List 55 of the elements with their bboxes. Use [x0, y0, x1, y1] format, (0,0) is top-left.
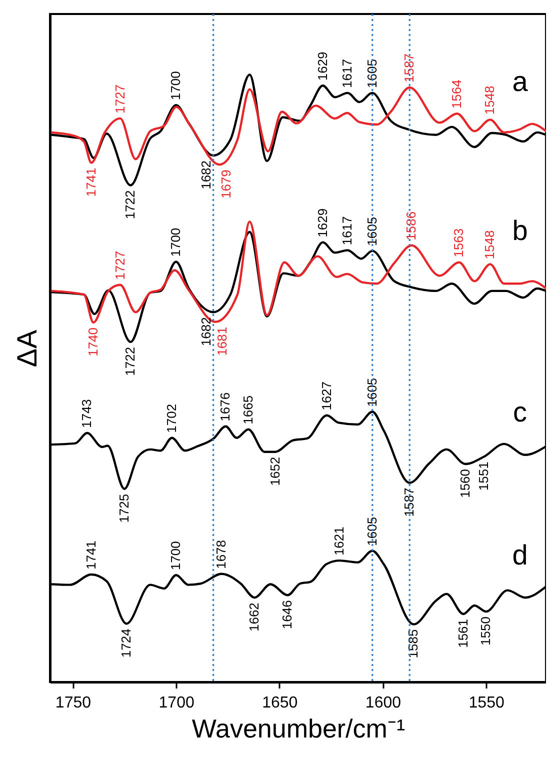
annotation: 1700	[168, 228, 184, 257]
annotation: 1605	[364, 216, 380, 246]
annotation: 1617	[340, 59, 355, 88]
annotation: 1563	[451, 228, 466, 258]
annotation: 1662	[246, 602, 262, 632]
annotation: 1550	[478, 616, 494, 646]
annotation: 1665	[240, 395, 256, 424]
x-axis-title: Wavenumber/cm⁻¹	[192, 714, 406, 744]
annotation: 1548	[482, 86, 498, 115]
annotation: 1681	[214, 326, 230, 356]
annotation: 1743	[79, 399, 94, 428]
annotation: 1700	[168, 541, 184, 570]
annotation: 1740	[85, 327, 100, 356]
annotation: 1652	[267, 456, 282, 486]
annotation: 1564	[449, 80, 464, 109]
annotation: 1678	[214, 540, 229, 569]
annotation: 1722	[122, 190, 138, 220]
annotation: 1617	[340, 216, 355, 246]
annotation: 1587	[402, 54, 417, 82]
annotation: 1586	[404, 211, 419, 240]
annotation: 1722	[122, 346, 138, 376]
annotation: 1741	[83, 168, 98, 197]
annotation: 1724	[118, 628, 134, 658]
annotation: 1676	[218, 392, 233, 422]
x-tick-label: 1700	[158, 694, 194, 712]
annotation: 1725	[116, 494, 132, 523]
annotation: 1551	[476, 462, 491, 491]
annotation: 1741	[83, 540, 98, 570]
annotation: 1727	[112, 84, 128, 114]
annotation: 1629	[314, 52, 330, 81]
annotation: 1560	[457, 468, 472, 498]
annotation: 1627	[318, 381, 334, 410]
annotation: 1727	[112, 250, 128, 280]
annotation: 1700	[168, 71, 184, 100]
annotation: 1605	[364, 378, 380, 407]
annotation: d	[512, 539, 528, 570]
annotation: 1621	[331, 526, 346, 556]
annotation: 1587	[402, 488, 417, 517]
annotation: c	[513, 396, 527, 428]
annotation: 1679	[218, 170, 234, 199]
annotation: 1682	[198, 317, 214, 346]
x-tick-label: 1750	[55, 694, 92, 712]
x-tick-label: 1550	[468, 694, 504, 712]
annotation: 1682	[198, 160, 214, 190]
annotation: 1561	[455, 618, 470, 648]
x-tick-label: 1650	[262, 694, 298, 712]
annotation: b	[512, 215, 528, 246]
annotation: 1548	[482, 230, 498, 260]
annotation: 1629	[314, 208, 330, 238]
y-axis-title: ΔA	[12, 329, 42, 368]
annotation: 1605	[364, 516, 380, 546]
x-tick-label: 1600	[365, 694, 402, 712]
annotation: 1702	[164, 404, 179, 433]
annotation: 1646	[280, 600, 295, 630]
annotation: a	[512, 66, 528, 98]
